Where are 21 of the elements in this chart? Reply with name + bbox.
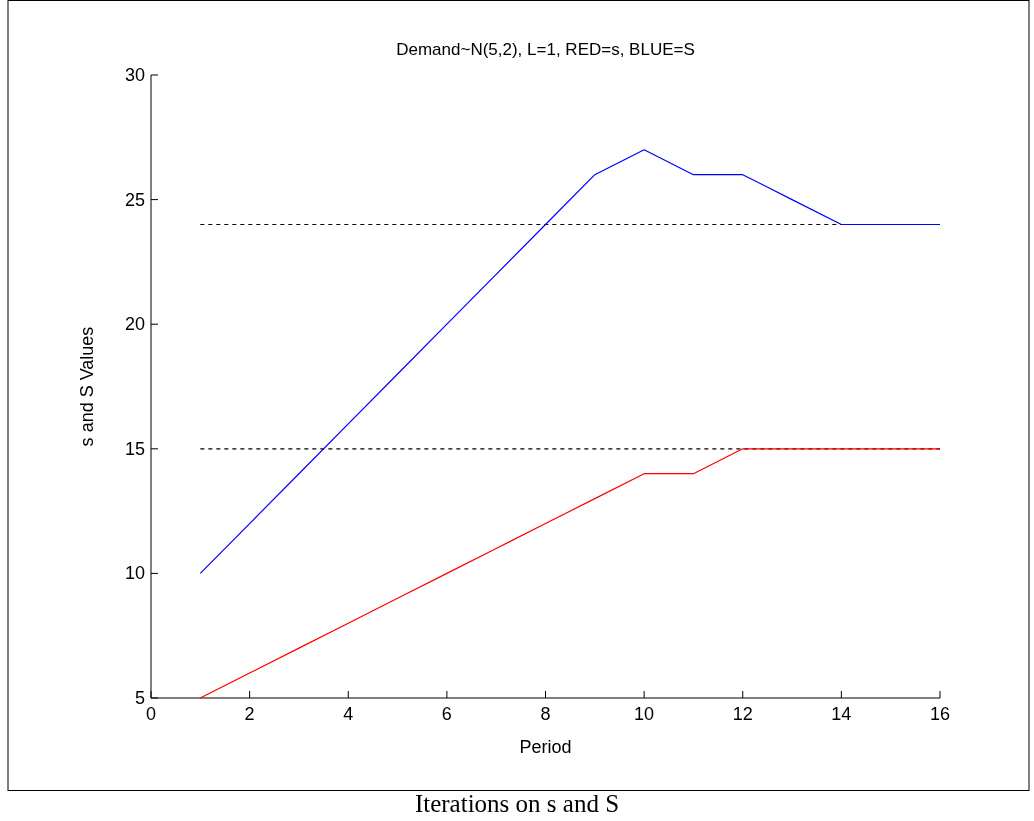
x-axis-title: Period <box>519 737 572 757</box>
x-tick-label: 0 <box>145 704 157 724</box>
y-axis-title: s and S Values <box>77 326 97 447</box>
text: Iterations on s and S <box>414 790 620 817</box>
y-tick-label: 30 <box>124 65 145 85</box>
x-tick-label: 12 <box>732 704 753 724</box>
y-tick-label: 5 <box>134 688 145 708</box>
line-series <box>199 448 941 699</box>
line-series <box>199 149 941 574</box>
y-tick-label: 25 <box>124 189 145 210</box>
x-tick-label: 8 <box>540 704 551 724</box>
chart-title: Demand~N(5,2), L=1, RED=s, BLUE=S <box>396 40 695 59</box>
y-tick-label: 20 <box>124 314 145 335</box>
x-tick-label: 14 <box>831 704 852 724</box>
x-tick-label: 16 <box>929 704 951 724</box>
x-tick-label: 4 <box>343 704 354 724</box>
x-tick-label: 2 <box>244 704 255 724</box>
x-tick-label: 10 <box>634 704 655 724</box>
y-tick-label: 10 <box>124 563 145 584</box>
x-tick-label: 6 <box>441 704 452 724</box>
y-tick-label: 15 <box>124 438 145 459</box>
